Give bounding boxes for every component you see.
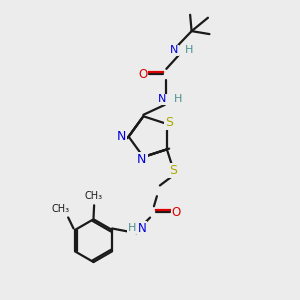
Text: H: H [173,94,182,104]
Text: CH₃: CH₃ [85,191,103,201]
Text: N: N [169,45,178,56]
Text: S: S [165,116,173,129]
Text: O: O [138,68,147,81]
Text: CH₃: CH₃ [52,204,70,214]
Text: N: N [137,153,147,167]
Text: H: H [128,223,136,233]
Text: O: O [172,206,181,219]
Text: N: N [116,130,126,143]
Text: N: N [158,94,166,104]
Text: S: S [169,164,177,177]
Text: H: H [185,45,194,56]
Text: N: N [138,222,146,235]
